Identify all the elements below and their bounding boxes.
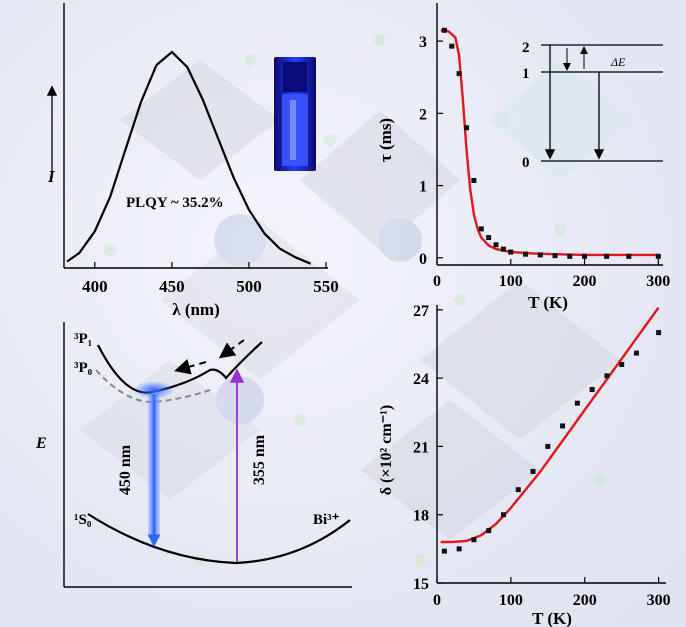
tau-point bbox=[478, 226, 484, 232]
state-3p0-label: ³P₀ bbox=[74, 360, 93, 376]
pl-spectrum-panel: I 400 450 500 550 λ (nm) PLQY ~ 35.2% bbox=[46, 3, 339, 319]
bi-ion-label: Bi³⁺ bbox=[313, 512, 340, 528]
tau-point bbox=[567, 253, 573, 259]
delta-y-tick-label: 18 bbox=[413, 508, 429, 525]
tau-ticks: 0 100 200 300 0 1 2 3 bbox=[419, 34, 670, 290]
delta-point bbox=[486, 528, 492, 534]
pl-ylabel: I bbox=[47, 167, 56, 186]
tau-y-tick-label: 1 bbox=[419, 179, 427, 196]
delta-point bbox=[574, 400, 580, 406]
pl-x-tick-label: 400 bbox=[82, 277, 108, 296]
tau-point bbox=[552, 253, 558, 259]
delta-ylabel: δ (×10² cm⁻¹) bbox=[378, 405, 395, 496]
background-decoration bbox=[80, 34, 630, 566]
configuration-diagram-panel: E ³P₁ ³P₀ ¹S₀ Bi³⁺ 450 nm 355 nm bbox=[35, 322, 352, 588]
state-3p1-label: ³P₁ bbox=[74, 331, 92, 347]
tau-x-tick-label: 200 bbox=[573, 273, 597, 290]
tau-point bbox=[655, 253, 661, 259]
tau-point bbox=[449, 43, 455, 49]
tau-x-tick-label: 100 bbox=[499, 273, 523, 290]
delta-point bbox=[441, 548, 447, 554]
pl-x-tick-label: 500 bbox=[236, 277, 262, 296]
delta-ticks: 0 100 200 300 15 18 21 24 27 bbox=[413, 303, 671, 609]
tau-fit-line bbox=[440, 29, 659, 257]
delta-point bbox=[530, 468, 536, 474]
delta-x-tick-label: 0 bbox=[433, 592, 441, 609]
delta-point bbox=[604, 373, 610, 379]
level-2-label: 2 bbox=[522, 40, 530, 56]
delta-point bbox=[589, 387, 595, 393]
tau-ylabel: τ (ms) bbox=[376, 118, 395, 162]
energy-level-inset: 2 1 0 ΔE bbox=[522, 40, 663, 171]
relaxation-arrow-2 bbox=[174, 359, 207, 375]
tau-x-tick-label: 300 bbox=[646, 273, 670, 290]
delta-point bbox=[515, 487, 521, 493]
tau-data-points bbox=[441, 27, 661, 259]
tau-point bbox=[604, 253, 610, 259]
tau-xlabel: T (K) bbox=[528, 293, 568, 312]
tau-x-tick-label: 0 bbox=[433, 273, 441, 290]
tau-point bbox=[456, 71, 462, 77]
delta-data-points bbox=[441, 330, 662, 554]
delta-y-tick-label: 21 bbox=[413, 439, 429, 456]
tau-point bbox=[626, 253, 632, 259]
emission-glow bbox=[134, 381, 174, 399]
delta-point bbox=[656, 330, 662, 336]
delta-point bbox=[633, 350, 639, 356]
delta-point bbox=[456, 546, 462, 552]
delta-e-label: ΔE bbox=[610, 55, 626, 69]
pl-emission-curve bbox=[66, 50, 312, 265]
tau-point bbox=[493, 242, 499, 248]
delta-y-tick-label: 15 bbox=[413, 576, 429, 593]
emission-wavelength-label: 450 nm bbox=[117, 444, 134, 495]
energy-axis-label: E bbox=[35, 435, 47, 452]
tau-point bbox=[523, 251, 529, 257]
tau-point bbox=[582, 253, 588, 259]
pl-x-tick-label: 450 bbox=[159, 277, 185, 296]
relaxation-arrow-1 bbox=[218, 339, 245, 359]
tau-point bbox=[464, 125, 470, 131]
tau-y-tick-label: 2 bbox=[419, 106, 427, 123]
pl-x-ticks: 400 450 500 550 bbox=[82, 262, 339, 296]
delta-y-tick-label: 27 bbox=[413, 303, 429, 320]
tau-point bbox=[441, 27, 447, 33]
tau-point bbox=[508, 249, 514, 255]
level-1-label: 1 bbox=[522, 66, 530, 82]
tau-point bbox=[486, 235, 492, 241]
excited-3p0-curve bbox=[95, 369, 211, 404]
pl-xlabel: λ (nm) bbox=[172, 300, 220, 319]
ground-1s0-curve bbox=[87, 513, 351, 565]
plqy-annotation: PLQY ~ 35.2% bbox=[126, 195, 224, 211]
tau-point bbox=[471, 178, 477, 183]
emission-vial-photo bbox=[274, 57, 316, 171]
delta-point bbox=[560, 423, 566, 429]
delta-point bbox=[619, 361, 625, 367]
delta-y-tick-label: 24 bbox=[413, 371, 429, 388]
lifetime-panel: 0 100 200 300 0 1 2 3 τ (ms) T (K) 2 1 0 ΔE bbox=[376, 3, 670, 312]
state-1s0-label: ¹S₀ bbox=[74, 512, 92, 528]
excitation-wavelength-label: 355 nm bbox=[251, 434, 268, 485]
pl-x-tick-label: 550 bbox=[313, 277, 339, 296]
delta-x-tick-label: 200 bbox=[573, 592, 597, 609]
delta-x-tick-label: 100 bbox=[499, 592, 523, 609]
delta-point bbox=[545, 443, 551, 449]
tau-point bbox=[500, 246, 506, 252]
tau-y-tick-label: 3 bbox=[419, 34, 427, 51]
tau-y-tick-label: 0 bbox=[419, 251, 427, 268]
delta-xlabel: T (K) bbox=[532, 609, 572, 627]
fwhm-panel: 0 100 200 300 15 18 21 24 27 δ (×10² cm⁻¹) T (K) bbox=[378, 303, 671, 627]
delta-point bbox=[500, 512, 506, 518]
delta-x-tick-label: 300 bbox=[647, 592, 671, 609]
level-0-label: 0 bbox=[522, 155, 530, 171]
tau-point bbox=[537, 252, 543, 258]
delta-point bbox=[471, 537, 477, 543]
